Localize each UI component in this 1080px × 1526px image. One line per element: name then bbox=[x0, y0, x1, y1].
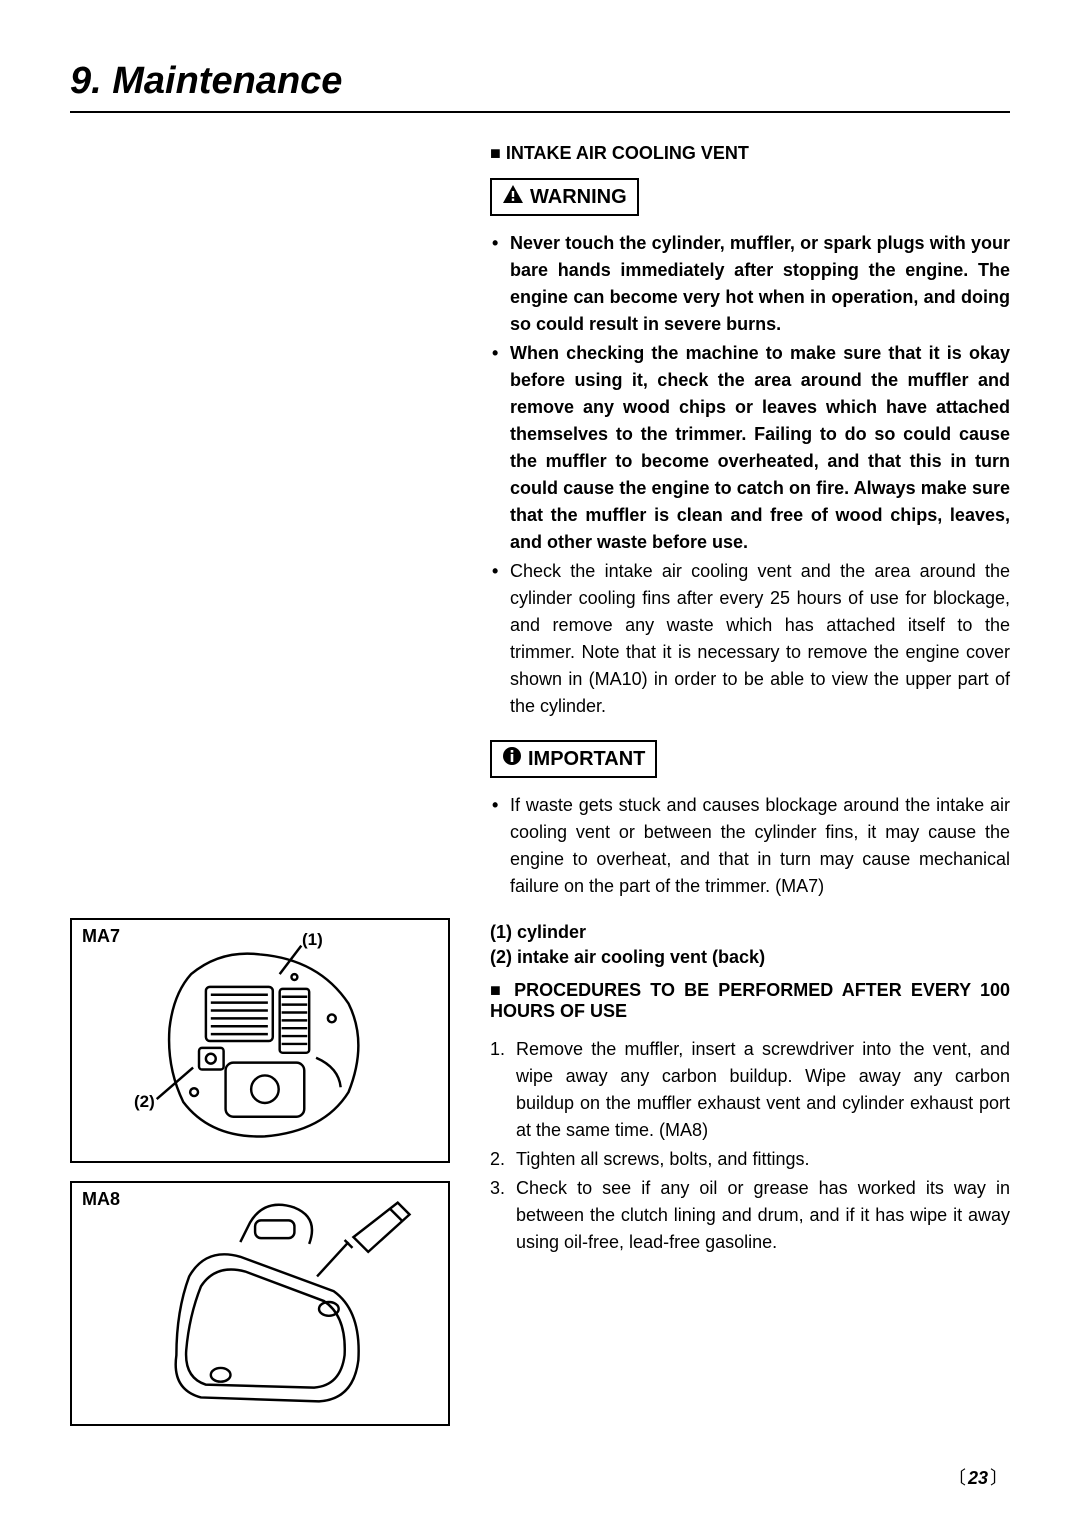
figure-ma8: MA8 bbox=[70, 1181, 450, 1426]
chapter-title: 9. Maintenance bbox=[70, 60, 1010, 113]
warning-item: Never touch the cylinder, muffler, or sp… bbox=[490, 230, 1010, 338]
procedures-list: Remove the muffler, insert a screwdriver… bbox=[490, 1036, 1010, 1256]
warning-label: WARNING bbox=[530, 186, 627, 209]
part-label-2: (2) intake air cooling vent (back) bbox=[490, 945, 1010, 970]
procedure-step: Remove the muffler, insert a screwdriver… bbox=[490, 1036, 1010, 1144]
figure-ma8-label: MA8 bbox=[82, 1189, 120, 1210]
figure-ma7: MA7 (1) (2) bbox=[70, 918, 450, 1163]
figure-ma7-pointer-2: (2) bbox=[134, 1092, 155, 1112]
figure-ma7-label: MA7 bbox=[82, 926, 120, 947]
part-label-1: (1) cylinder bbox=[490, 920, 1010, 945]
right-column: INTAKE AIR COOLING VENT WARNING Never to… bbox=[490, 143, 1010, 1444]
content-area: MA7 (1) (2) bbox=[70, 143, 1010, 1444]
warning-item: When checking the machine to make sure t… bbox=[490, 340, 1010, 556]
figure-ma7-pointer-1: (1) bbox=[302, 930, 323, 950]
page-number: 23 bbox=[948, 1464, 1008, 1490]
section-procedures-heading: PROCEDURES TO BE PERFORMED AFTER EVERY 1… bbox=[490, 980, 1010, 1022]
important-callout: IMPORTANT bbox=[490, 740, 657, 778]
warning-callout: WARNING bbox=[490, 178, 639, 216]
left-column: MA7 (1) (2) bbox=[70, 143, 450, 1444]
warning-list: Never touch the cylinder, muffler, or sp… bbox=[490, 230, 1010, 720]
procedure-step: Tighten all screws, bolts, and fittings. bbox=[490, 1146, 1010, 1173]
warning-triangle-icon bbox=[502, 184, 524, 210]
muffler-diagram-icon bbox=[72, 1183, 448, 1424]
important-item: If waste gets stuck and causes blockage … bbox=[490, 792, 1010, 900]
engine-diagram-icon bbox=[72, 920, 448, 1161]
info-circle-icon bbox=[502, 746, 522, 772]
post-warning-item: Check the intake air cooling vent and th… bbox=[490, 558, 1010, 720]
section-intake-heading: INTAKE AIR COOLING VENT bbox=[490, 143, 1010, 164]
important-label: IMPORTANT bbox=[528, 748, 645, 771]
procedure-step: Check to see if any oil or grease has wo… bbox=[490, 1175, 1010, 1256]
important-list: If waste gets stuck and causes blockage … bbox=[490, 792, 1010, 900]
